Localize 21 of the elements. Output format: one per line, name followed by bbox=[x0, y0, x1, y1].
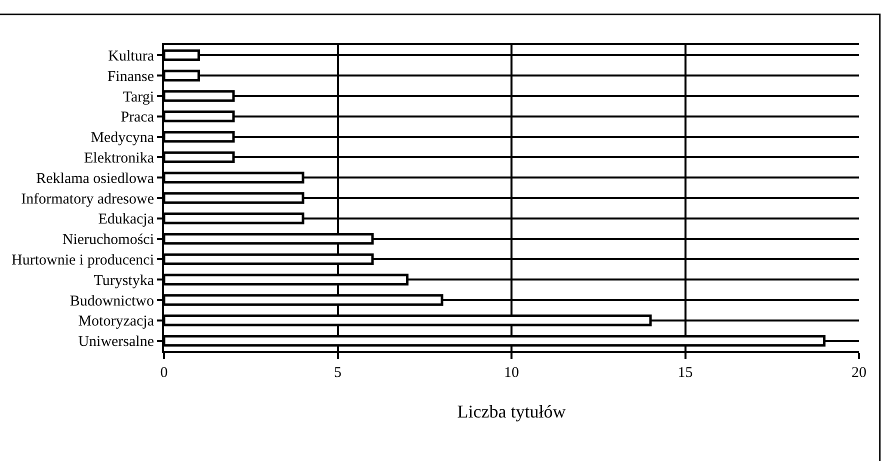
y-tick-label: Turystyka bbox=[94, 272, 154, 289]
x-axis-title: Liczba tytułów bbox=[457, 402, 566, 422]
y-tick-label: Edukacja bbox=[98, 212, 154, 228]
y-tick-label: Budownictwo bbox=[70, 293, 154, 310]
x-tick-label: 10 bbox=[504, 365, 519, 381]
x-tick-label: 20 bbox=[852, 365, 866, 381]
y-tick-label: Nieruchomości bbox=[62, 232, 154, 248]
x-tick-label: 0 bbox=[160, 365, 168, 381]
y-tick-label: Kultura bbox=[108, 48, 154, 64]
x-tick-label: 15 bbox=[678, 365, 693, 381]
y-tick-label: Medycyna bbox=[90, 130, 154, 146]
y-tick-label: Uniwersalne bbox=[78, 334, 154, 350]
y-tick-label: Motoryzacja bbox=[78, 314, 154, 330]
y-tick-label: Informatory adresowe bbox=[21, 191, 154, 208]
x-tick-label: 5 bbox=[334, 365, 342, 381]
y-tick-label: Reklama osiedlowa bbox=[36, 170, 154, 187]
y-tick-label: Elektronika bbox=[84, 150, 154, 166]
y-tick-label: Finanse bbox=[107, 68, 154, 85]
y-tick-label: Targi bbox=[122, 89, 154, 106]
y-tick-label: Praca bbox=[120, 110, 154, 126]
y-tick-label: Hurtownie i producenci bbox=[12, 252, 154, 268]
